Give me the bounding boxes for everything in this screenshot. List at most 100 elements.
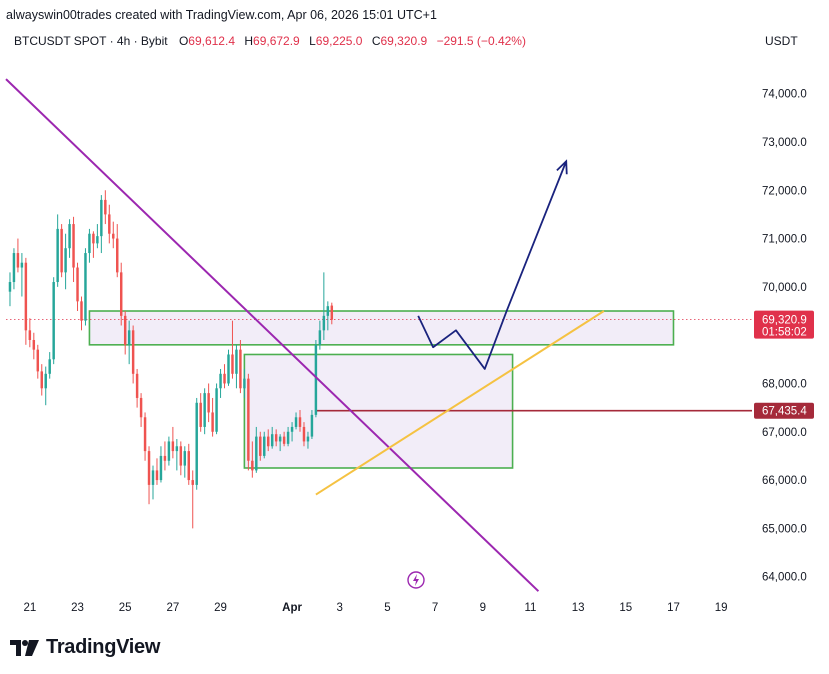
candle-body[interactable] <box>16 253 20 268</box>
candle-body[interactable] <box>211 412 214 432</box>
candle-body[interactable] <box>96 236 99 244</box>
candle-body[interactable] <box>278 436 282 442</box>
candle-body[interactable] <box>32 339 36 350</box>
candle-body[interactable] <box>80 301 83 321</box>
candle-body[interactable] <box>155 470 159 481</box>
candle-body[interactable] <box>88 233 91 254</box>
candle-body[interactable] <box>302 426 306 442</box>
candle-body[interactable] <box>326 306 330 316</box>
candle-body[interactable] <box>306 436 310 442</box>
candle-body[interactable] <box>255 436 258 471</box>
candle-body[interactable] <box>175 446 179 452</box>
candle-body[interactable] <box>143 417 147 452</box>
candle-body[interactable] <box>24 262 28 331</box>
candle-body[interactable] <box>183 451 187 466</box>
candle-body[interactable] <box>227 354 230 384</box>
candle-body[interactable] <box>92 233 95 244</box>
x-tick-label: 19 <box>715 602 728 614</box>
candle-body[interactable] <box>44 373 47 389</box>
candle-body[interactable] <box>199 402 202 427</box>
candle-body[interactable] <box>76 267 79 302</box>
candle-body[interactable] <box>247 378 250 461</box>
candle-body[interactable] <box>223 373 226 384</box>
open-value: 69,612.4 <box>188 34 235 48</box>
key-level-tag[interactable] <box>754 402 814 419</box>
ascending-support-line[interactable] <box>315 310 605 496</box>
candle-body[interactable] <box>40 371 43 389</box>
candle-body[interactable] <box>104 199 107 215</box>
descending-trendline[interactable] <box>5 78 540 592</box>
candle-body[interactable] <box>239 349 242 389</box>
candle-body[interactable] <box>159 455 163 481</box>
y-tick-label: 66,000.0 <box>762 475 807 487</box>
resistance-zone[interactable] <box>88 310 675 346</box>
candle-body[interactable] <box>8 282 12 292</box>
candle-body[interactable] <box>64 248 67 273</box>
candle-body[interactable] <box>171 441 175 452</box>
candle-body[interactable] <box>259 436 262 456</box>
candle-body[interactable] <box>68 224 71 249</box>
candle-body[interactable] <box>322 315 326 331</box>
candle-body[interactable] <box>60 228 63 273</box>
candle-body[interactable] <box>36 349 40 372</box>
candle-body[interactable] <box>28 330 32 340</box>
candle-body[interactable] <box>112 233 115 239</box>
candle-body[interactable] <box>195 402 198 485</box>
y-tick-label: 67,000.0 <box>762 427 807 439</box>
candle-body[interactable] <box>127 330 131 345</box>
candle-body[interactable] <box>235 349 238 374</box>
candle-body[interactable] <box>286 431 290 444</box>
candle-body[interactable] <box>12 253 16 283</box>
candle-body[interactable] <box>116 238 119 273</box>
candle-body[interactable] <box>48 359 51 374</box>
candle-body[interactable] <box>270 434 274 447</box>
candle-body[interactable] <box>135 373 139 398</box>
tradingview-logo[interactable]: TradingView <box>10 636 160 659</box>
candle-body[interactable] <box>163 455 167 461</box>
candle-body[interactable] <box>167 441 171 461</box>
candle-body[interactable] <box>310 414 314 437</box>
candle-body[interactable] <box>318 330 322 345</box>
currency-label[interactable]: USDT <box>765 34 798 48</box>
candle-body[interactable] <box>215 388 218 432</box>
candle-body[interactable] <box>123 315 127 345</box>
candle-body[interactable] <box>203 393 206 427</box>
candle-body[interactable] <box>20 262 24 268</box>
tradingview-logo-icon <box>10 639 39 656</box>
candle-body[interactable] <box>139 397 143 418</box>
candle-body[interactable] <box>72 224 75 268</box>
candle-body[interactable] <box>131 330 135 374</box>
candle-body[interactable] <box>219 373 222 389</box>
candle-body[interactable] <box>330 305 334 320</box>
candle-body[interactable] <box>187 451 190 481</box>
candle-body[interactable] <box>282 436 286 444</box>
candle-body[interactable] <box>314 344 318 415</box>
candle-body[interactable] <box>290 426 294 432</box>
projection-path[interactable] <box>417 160 568 370</box>
candle-body[interactable] <box>251 460 254 471</box>
candle-body[interactable] <box>294 417 298 427</box>
candle-body[interactable] <box>263 436 266 456</box>
candle-body[interactable] <box>84 253 87 321</box>
current-price-tag[interactable] <box>754 310 814 339</box>
candle-body[interactable] <box>231 354 234 374</box>
candle-body[interactable] <box>108 214 111 234</box>
symbol-label[interactable]: BTCUSDT SPOT · 4h · Bybit <box>14 34 168 48</box>
candle-body[interactable] <box>147 451 151 485</box>
candle-body[interactable] <box>119 272 123 316</box>
candle-body[interactable] <box>191 480 194 485</box>
candle-body[interactable] <box>100 199 103 237</box>
candle-body[interactable] <box>151 470 155 485</box>
candle-body[interactable] <box>52 282 55 360</box>
candle-body[interactable] <box>207 393 210 413</box>
candle-body[interactable] <box>56 228 59 283</box>
candle-body[interactable] <box>243 378 246 389</box>
candle-body[interactable] <box>266 436 270 447</box>
y-tick-label: 74,000.0 <box>762 89 807 101</box>
candle-body[interactable] <box>298 417 302 427</box>
candle-body[interactable] <box>274 434 278 442</box>
candle-body[interactable] <box>179 446 183 466</box>
x-tick-label: Apr <box>282 602 302 614</box>
y-tick-label: 70,000.0 <box>762 282 807 294</box>
